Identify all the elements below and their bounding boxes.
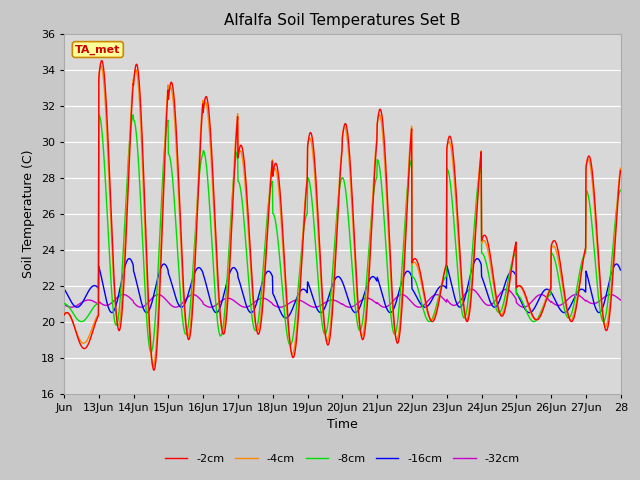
-2cm xyxy=(318,283,326,288)
-16cm xyxy=(60,286,68,292)
-2cm xyxy=(60,312,68,318)
Text: TA_met: TA_met xyxy=(75,44,120,55)
-32cm xyxy=(60,301,68,307)
-16cm xyxy=(148,301,156,307)
-8cm xyxy=(147,349,155,355)
-8cm xyxy=(556,281,563,287)
-2cm xyxy=(328,311,336,317)
-2cm xyxy=(556,256,563,262)
-8cm xyxy=(616,188,624,193)
-16cm xyxy=(556,306,563,312)
Line: -8cm: -8cm xyxy=(64,115,620,352)
-4cm xyxy=(610,246,618,252)
-32cm xyxy=(317,302,325,308)
-16cm xyxy=(474,256,482,262)
-8cm xyxy=(60,300,68,306)
X-axis label: Time: Time xyxy=(327,418,358,431)
-8cm xyxy=(95,112,102,118)
-16cm xyxy=(328,283,336,288)
-8cm xyxy=(610,232,618,238)
Line: -16cm: -16cm xyxy=(64,259,620,318)
-16cm xyxy=(610,264,618,269)
-4cm xyxy=(328,299,336,304)
-2cm xyxy=(148,351,156,357)
-32cm xyxy=(556,302,563,308)
-4cm xyxy=(148,356,156,361)
Y-axis label: Soil Temperature (C): Soil Temperature (C) xyxy=(22,149,35,278)
-4cm xyxy=(97,63,105,69)
-2cm xyxy=(616,168,624,174)
Title: Alfalfa Soil Temperatures Set B: Alfalfa Soil Temperatures Set B xyxy=(224,13,461,28)
-8cm xyxy=(148,348,156,354)
-4cm xyxy=(318,293,326,299)
-16cm xyxy=(125,256,133,262)
-2cm xyxy=(610,257,618,263)
-2cm xyxy=(98,58,106,63)
Line: -4cm: -4cm xyxy=(64,66,620,367)
-8cm xyxy=(318,318,326,324)
-16cm xyxy=(318,310,326,315)
Legend: -2cm, -4cm, -8cm, -16cm, -32cm: -2cm, -4cm, -8cm, -16cm, -32cm xyxy=(161,450,524,468)
-32cm xyxy=(616,297,624,303)
-4cm xyxy=(556,264,563,269)
-2cm xyxy=(150,367,157,373)
-16cm xyxy=(282,315,290,321)
-32cm xyxy=(474,291,482,297)
-4cm xyxy=(60,311,68,317)
-16cm xyxy=(616,267,624,273)
-32cm xyxy=(328,297,336,303)
-32cm xyxy=(137,304,145,310)
-32cm xyxy=(610,292,618,298)
-4cm xyxy=(616,165,624,171)
-4cm xyxy=(149,364,157,370)
-8cm xyxy=(474,181,482,187)
-8cm xyxy=(328,273,336,279)
-32cm xyxy=(468,286,476,292)
Line: -2cm: -2cm xyxy=(64,60,620,370)
Line: -32cm: -32cm xyxy=(64,289,620,307)
-4cm xyxy=(474,183,482,189)
-32cm xyxy=(148,296,156,302)
-2cm xyxy=(474,191,482,196)
